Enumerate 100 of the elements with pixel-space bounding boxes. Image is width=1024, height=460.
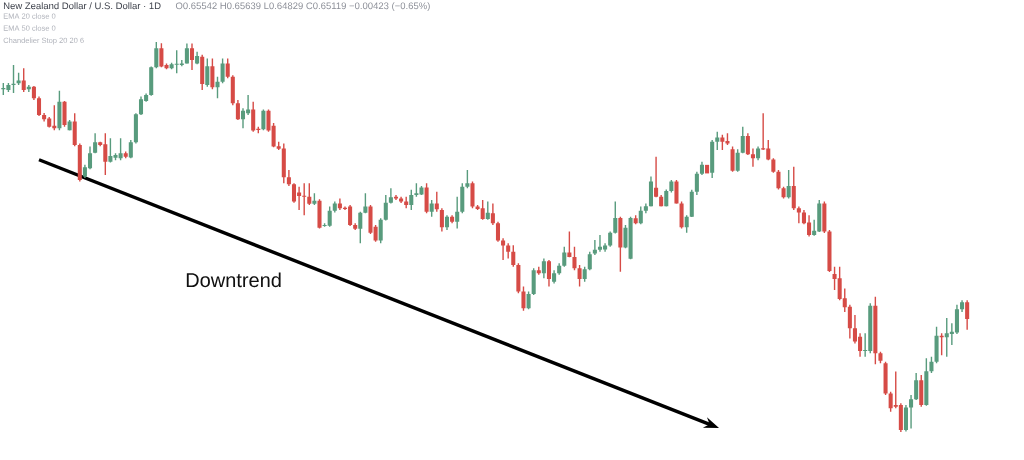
candlestick — [62, 100, 67, 127]
candlestick — [587, 251, 592, 271]
candlestick — [455, 196, 460, 229]
candlestick — [409, 189, 414, 211]
candlestick — [444, 215, 450, 230]
candlestick — [965, 300, 970, 330]
candlestick — [659, 194, 664, 207]
candlestick — [608, 231, 613, 247]
candlestick — [781, 186, 786, 199]
candlestick — [847, 304, 852, 339]
candlestick — [735, 149, 740, 172]
candlestick — [501, 238, 506, 261]
candlestick — [393, 194, 399, 200]
candlestick — [827, 229, 832, 273]
candlestick — [205, 58, 210, 87]
candlestick — [36, 96, 42, 117]
candlestick — [807, 215, 812, 237]
candlestick — [72, 113, 77, 147]
candlestick — [404, 196, 409, 209]
candlestick — [93, 133, 98, 154]
candlestick — [924, 358, 929, 406]
candlestick — [184, 43, 189, 64]
candlestick — [791, 166, 796, 211]
candlestick — [235, 100, 240, 120]
candlestick — [195, 51, 200, 65]
candlestick — [577, 265, 582, 287]
candlestick — [801, 210, 806, 225]
candlestick — [883, 361, 888, 395]
candlestick — [909, 394, 914, 429]
candlestick — [490, 203, 495, 225]
candlestick — [750, 148, 755, 167]
candlestick — [633, 215, 638, 225]
candlestick — [664, 189, 669, 207]
candlestick — [689, 189, 694, 218]
candlestick — [822, 201, 827, 234]
candlestick — [57, 90, 62, 131]
candlestick — [638, 206, 643, 225]
candlestick — [674, 180, 679, 204]
candlestick — [495, 221, 501, 242]
candlestick — [745, 133, 750, 156]
candlestick — [771, 158, 776, 173]
candlestick — [919, 375, 924, 407]
candlestick — [669, 180, 674, 193]
candlestick — [77, 143, 82, 182]
candlestick — [133, 113, 138, 144]
candlestick — [740, 126, 745, 154]
candlestick — [776, 169, 781, 190]
candlestick — [613, 201, 618, 234]
candlestick — [694, 171, 699, 195]
candlestick — [353, 223, 358, 230]
candlestick — [654, 156, 659, 198]
candlestick — [460, 183, 465, 214]
candlestick — [873, 296, 878, 365]
candlestick — [562, 246, 567, 267]
candlestick — [618, 216, 623, 272]
candlestick — [337, 198, 342, 211]
candlestick — [710, 139, 715, 179]
candlestick — [388, 188, 393, 204]
candlestick — [470, 181, 475, 209]
candlestick — [261, 109, 266, 131]
candlestick — [531, 268, 536, 296]
candlestick — [526, 291, 531, 310]
candlestick — [220, 58, 225, 84]
candlestick — [383, 194, 388, 221]
candlestick — [557, 263, 562, 275]
annotation: Downtrend — [186, 272, 281, 288]
candlestick — [506, 243, 511, 259]
candlestick — [592, 240, 597, 255]
candlestick — [429, 199, 434, 217]
candlestick — [358, 211, 363, 244]
candlestick — [302, 183, 307, 216]
candlestick — [317, 199, 322, 229]
candlestick — [914, 373, 919, 401]
candlestick — [960, 300, 965, 312]
candlestick — [149, 66, 154, 96]
candlestick — [281, 143, 286, 184]
candlestick — [929, 356, 934, 374]
candlestick — [546, 260, 552, 287]
chart-subtitle: O0.65542 H0.65639 L0.64829 C0.65119 −0.00423 (−0.65%) — [175, 2, 430, 12]
candlestick — [200, 54, 205, 90]
candlestick — [679, 201, 684, 229]
candlestick — [378, 218, 383, 244]
candlestick — [399, 196, 404, 204]
candlestick — [215, 76, 220, 99]
candlestick — [521, 286, 526, 311]
candlestick — [439, 208, 444, 232]
candlestick — [796, 206, 801, 224]
candlestick — [327, 206, 332, 227]
candlestick — [648, 176, 653, 207]
chart-title: New Zealand Dollar / U.S. Dollar · 1D — [3, 2, 161, 10]
candlestick — [210, 58, 215, 90]
candlestick — [582, 266, 587, 282]
candlestick — [878, 351, 883, 364]
candlestick — [541, 258, 546, 279]
candlestick — [424, 183, 429, 214]
candlestick — [730, 146, 735, 172]
candlestick — [450, 215, 455, 224]
candlestick — [511, 245, 516, 267]
candlestick — [643, 203, 648, 214]
candlestick — [332, 201, 337, 213]
